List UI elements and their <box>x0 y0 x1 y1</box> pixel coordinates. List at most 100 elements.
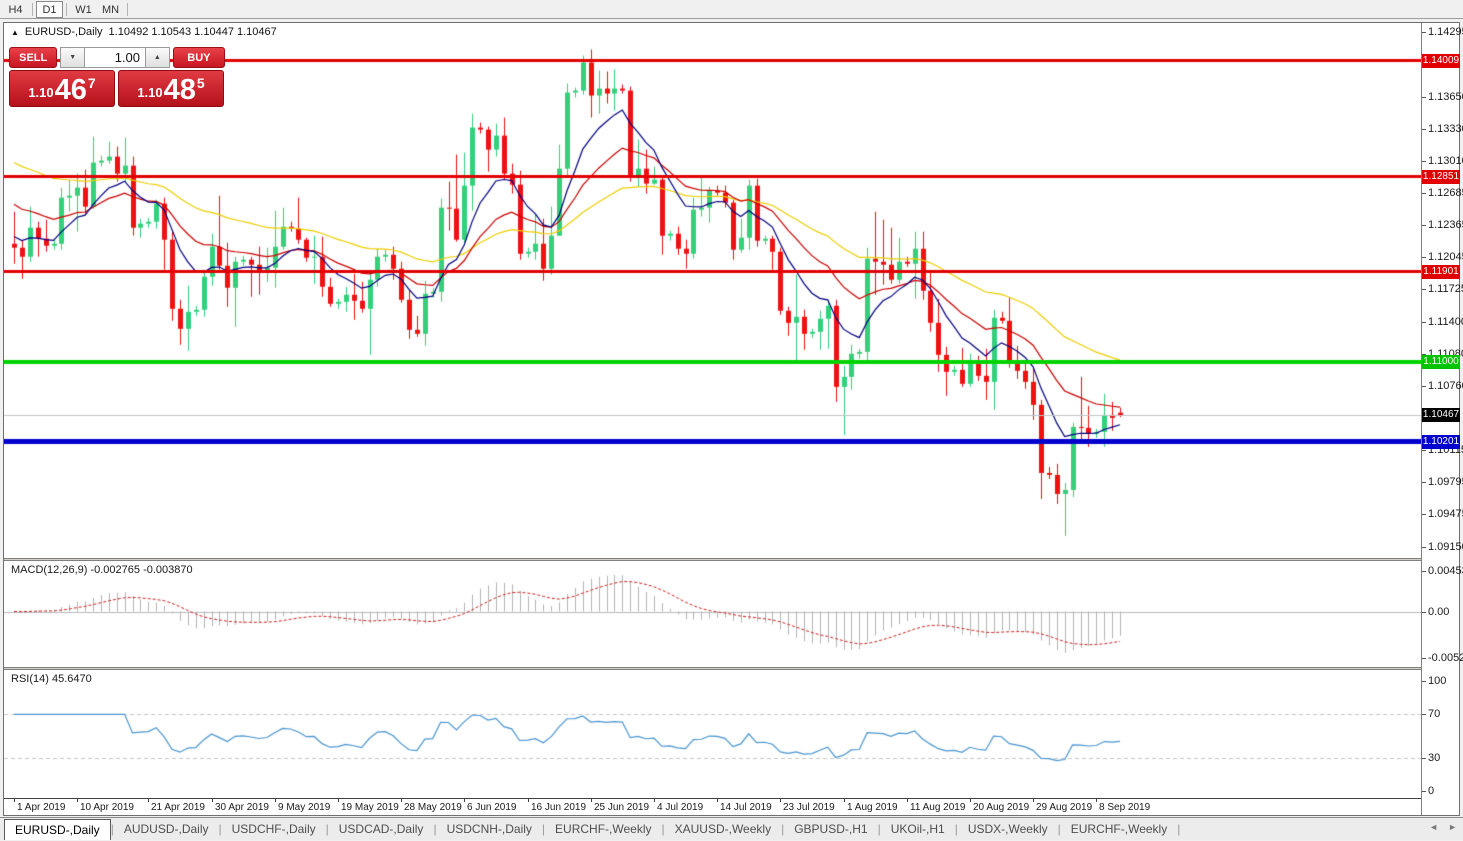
chart-tab-gbpusd-h1[interactable]: GBPUSD-,H1 <box>794 822 868 836</box>
tab-separator: | <box>218 822 222 836</box>
date-label: 28 May 2019 <box>404 802 462 813</box>
chart-tab-usdcad-daily[interactable]: USDCAD-,Daily <box>338 822 424 836</box>
date-tick-mark <box>591 799 592 802</box>
rsi-tick-mark <box>1422 681 1426 682</box>
price-tick-label: 1.13010 <box>1428 155 1463 167</box>
date-label: 4 Jul 2019 <box>657 802 704 813</box>
rsi-tick-mark <box>1422 791 1426 792</box>
caret-up-icon: ▲ <box>153 54 161 61</box>
chart-tab-eurusd-daily[interactable]: EURUSD-,Daily <box>4 818 111 840</box>
chart-tab-list: EURUSD-,Daily | AUDUSD-,Daily | USDCHF-,Dail… <box>0 818 1180 841</box>
macd-indicator-panel[interactable]: MACD(12,26,9) -0.002765 -0.003870 <box>4 561 1421 667</box>
macd-canvas[interactable] <box>4 561 1421 667</box>
macd-tick-label: -0.005205 <box>1428 652 1463 664</box>
date-label: 20 Aug 2019 <box>973 802 1030 813</box>
chart-tab-usdchf-daily[interactable]: USDCHF-,Daily <box>231 822 316 836</box>
timeframe-button-mn[interactable]: MN <box>97 1 124 18</box>
price-tick-mark <box>1422 161 1426 162</box>
date-label: 1 Aug 2019 <box>847 802 898 813</box>
date-label: 21 Apr 2019 <box>151 802 205 813</box>
date-axis[interactable]: 1 Apr 2019 10 Apr 2019 21 Apr 2019 30 Apr 2… <box>4 798 1421 815</box>
chart-tab-eurchf-weekly-2[interactable]: EURCHF-,Weekly <box>1070 822 1168 836</box>
macd-tick-label: 0.004536 <box>1428 565 1463 577</box>
tab-scroll-left-icon[interactable]: ◄ <box>1429 822 1439 832</box>
date-tick-mark <box>528 799 529 802</box>
date-tick-mark <box>14 799 15 802</box>
chart-window: ▲ EURUSD-,Daily 1.10492 1.10543 1.10447 … <box>3 22 1463 816</box>
rsi-tick-mark <box>1422 714 1426 715</box>
price-tick-label: 1.09795 <box>1428 476 1463 488</box>
price-tick-mark <box>1422 97 1426 98</box>
price-tick-label: 1.09475 <box>1428 508 1463 520</box>
sell-price-pip-digit: 7 <box>87 75 96 91</box>
macd-tick-mark <box>1422 571 1426 572</box>
price-tick-mark <box>1422 129 1426 130</box>
buy-button[interactable]: BUY <box>172 47 226 68</box>
tab-separator: | <box>433 822 437 836</box>
date-label: 29 Aug 2019 <box>1036 802 1093 813</box>
date-label: 10 Apr 2019 <box>80 802 134 813</box>
price-tick-mark <box>1422 450 1426 451</box>
date-tick-mark <box>1096 799 1097 802</box>
date-tick-mark <box>717 799 718 802</box>
date-label: 25 Jun 2019 <box>594 802 650 813</box>
tab-separator: | <box>877 822 881 836</box>
tab-separator: | <box>781 822 785 836</box>
price-chart-panel[interactable]: ▲ EURUSD-,Daily 1.10492 1.10543 1.10447 … <box>4 23 1421 558</box>
price-badge-1.10467: 1.10467 <box>1422 408 1460 422</box>
tab-separator: | <box>661 822 665 836</box>
collapse-chart-icon[interactable]: ▲ <box>11 27 19 37</box>
chart-tab-eurchf-weekly[interactable]: EURCHF-,Weekly <box>555 822 652 836</box>
price-chart-canvas[interactable] <box>4 23 1421 558</box>
rsi-canvas[interactable] <box>4 670 1421 798</box>
price-badge-1.10201: 1.10201 <box>1422 435 1460 449</box>
date-label: 30 Apr 2019 <box>215 802 269 813</box>
tab-separator: | <box>954 822 958 836</box>
tab-scroll-right-icon[interactable]: ► <box>1448 822 1457 832</box>
price-tick-label: 1.12365 <box>1428 219 1463 231</box>
rsi-tick-label: 100 <box>1428 675 1447 687</box>
chart-tab-usdcnh-daily[interactable]: USDCNH-,Daily <box>446 822 532 836</box>
chart-symbol-period: EURUSD-,Daily <box>24 26 103 38</box>
timeframe-button-h4[interactable]: H4 <box>2 1 29 18</box>
chart-ohlc-values: 1.10492 1.10543 1.10447 1.10467 <box>108 26 277 38</box>
price-tick-mark <box>1422 547 1426 548</box>
panel-splitter[interactable] <box>4 558 1459 561</box>
price-badge-1.14009: 1.14009 <box>1422 54 1460 68</box>
panel-splitter[interactable] <box>4 667 1459 670</box>
sell-button[interactable]: SELL <box>9 47 58 68</box>
price-tick-label: 1.10760 <box>1428 380 1463 392</box>
date-label: 16 Jun 2019 <box>531 802 587 813</box>
price-tick-mark <box>1422 257 1426 258</box>
chart-tab-usdx-weekly[interactable]: USDX-,Weekly <box>967 822 1048 836</box>
volume-increase-button[interactable]: ▲ <box>146 47 170 68</box>
macd-tick-mark <box>1422 658 1426 659</box>
sell-price-display[interactable]: 1.10 46 7 <box>9 70 115 107</box>
volume-input[interactable] <box>84 47 147 68</box>
chart-tab-audusd-daily[interactable]: AUDUSD-,Daily <box>123 822 209 836</box>
price-tick-mark <box>1422 289 1426 290</box>
price-tick-label: 1.13650 <box>1428 91 1463 103</box>
price-tick-label: 1.12685 <box>1428 187 1463 199</box>
price-tick-label: 1.12045 <box>1428 251 1463 263</box>
rsi-label: RSI(14) 45.6470 <box>11 673 92 685</box>
caret-down-icon: ▼ <box>69 54 77 61</box>
tab-separator: | <box>325 822 329 836</box>
volume-decrease-button[interactable]: ▼ <box>60 47 85 68</box>
price-badge-1.11901: 1.11901 <box>1422 265 1460 279</box>
date-label: 8 Sep 2019 <box>1099 802 1151 813</box>
price-tick-mark <box>1422 482 1426 483</box>
date-tick-mark <box>780 799 781 802</box>
tab-separator: | <box>541 822 546 836</box>
rsi-indicator-panel[interactable]: RSI(14) 45.6470 <box>4 670 1421 798</box>
date-label: 1 Apr 2019 <box>17 802 66 813</box>
sell-price-prefix: 1.10 <box>28 85 54 100</box>
price-scale[interactable]: 1.14295 1.13650 1.13330 1.13010 1.12685 1.123… <box>1421 23 1463 815</box>
buy-price-display[interactable]: 1.10 48 5 <box>118 70 224 107</box>
date-tick-mark <box>77 799 78 802</box>
timeframe-button-d1[interactable]: D1 <box>36 0 63 18</box>
chart-tab-xauusd-weekly[interactable]: XAUUSD-,Weekly <box>674 822 772 836</box>
timeframe-button-w1[interactable]: W1 <box>70 1 97 18</box>
chart-tab-ukoil-h1[interactable]: UKOil-,H1 <box>890 822 945 836</box>
